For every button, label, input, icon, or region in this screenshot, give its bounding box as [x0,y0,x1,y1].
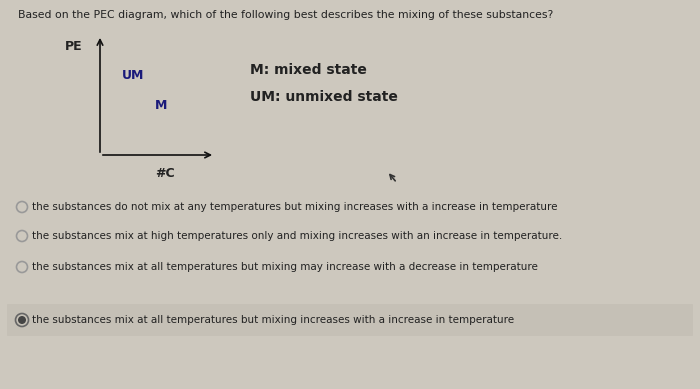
Text: M: M [155,98,167,112]
Text: the substances mix at high temperatures only and mixing increases with an increa: the substances mix at high temperatures … [32,231,563,241]
Text: M: mixed state: M: mixed state [250,63,367,77]
Text: the substances do not mix at any temperatures but mixing increases with a increa: the substances do not mix at any tempera… [32,202,558,212]
Text: UM: unmixed state: UM: unmixed state [250,90,398,104]
Text: PE: PE [64,40,82,53]
FancyBboxPatch shape [7,304,693,336]
Circle shape [18,316,26,324]
Text: Based on the PEC diagram, which of the following best describes the mixing of th: Based on the PEC diagram, which of the f… [18,10,553,20]
Text: the substances mix at all temperatures but mixing increases with a increase in t: the substances mix at all temperatures b… [32,315,514,325]
Text: #C: #C [155,166,175,179]
Text: the substances mix at all temperatures but mixing may increase with a decrease i: the substances mix at all temperatures b… [32,262,538,272]
Text: UM: UM [122,68,144,82]
